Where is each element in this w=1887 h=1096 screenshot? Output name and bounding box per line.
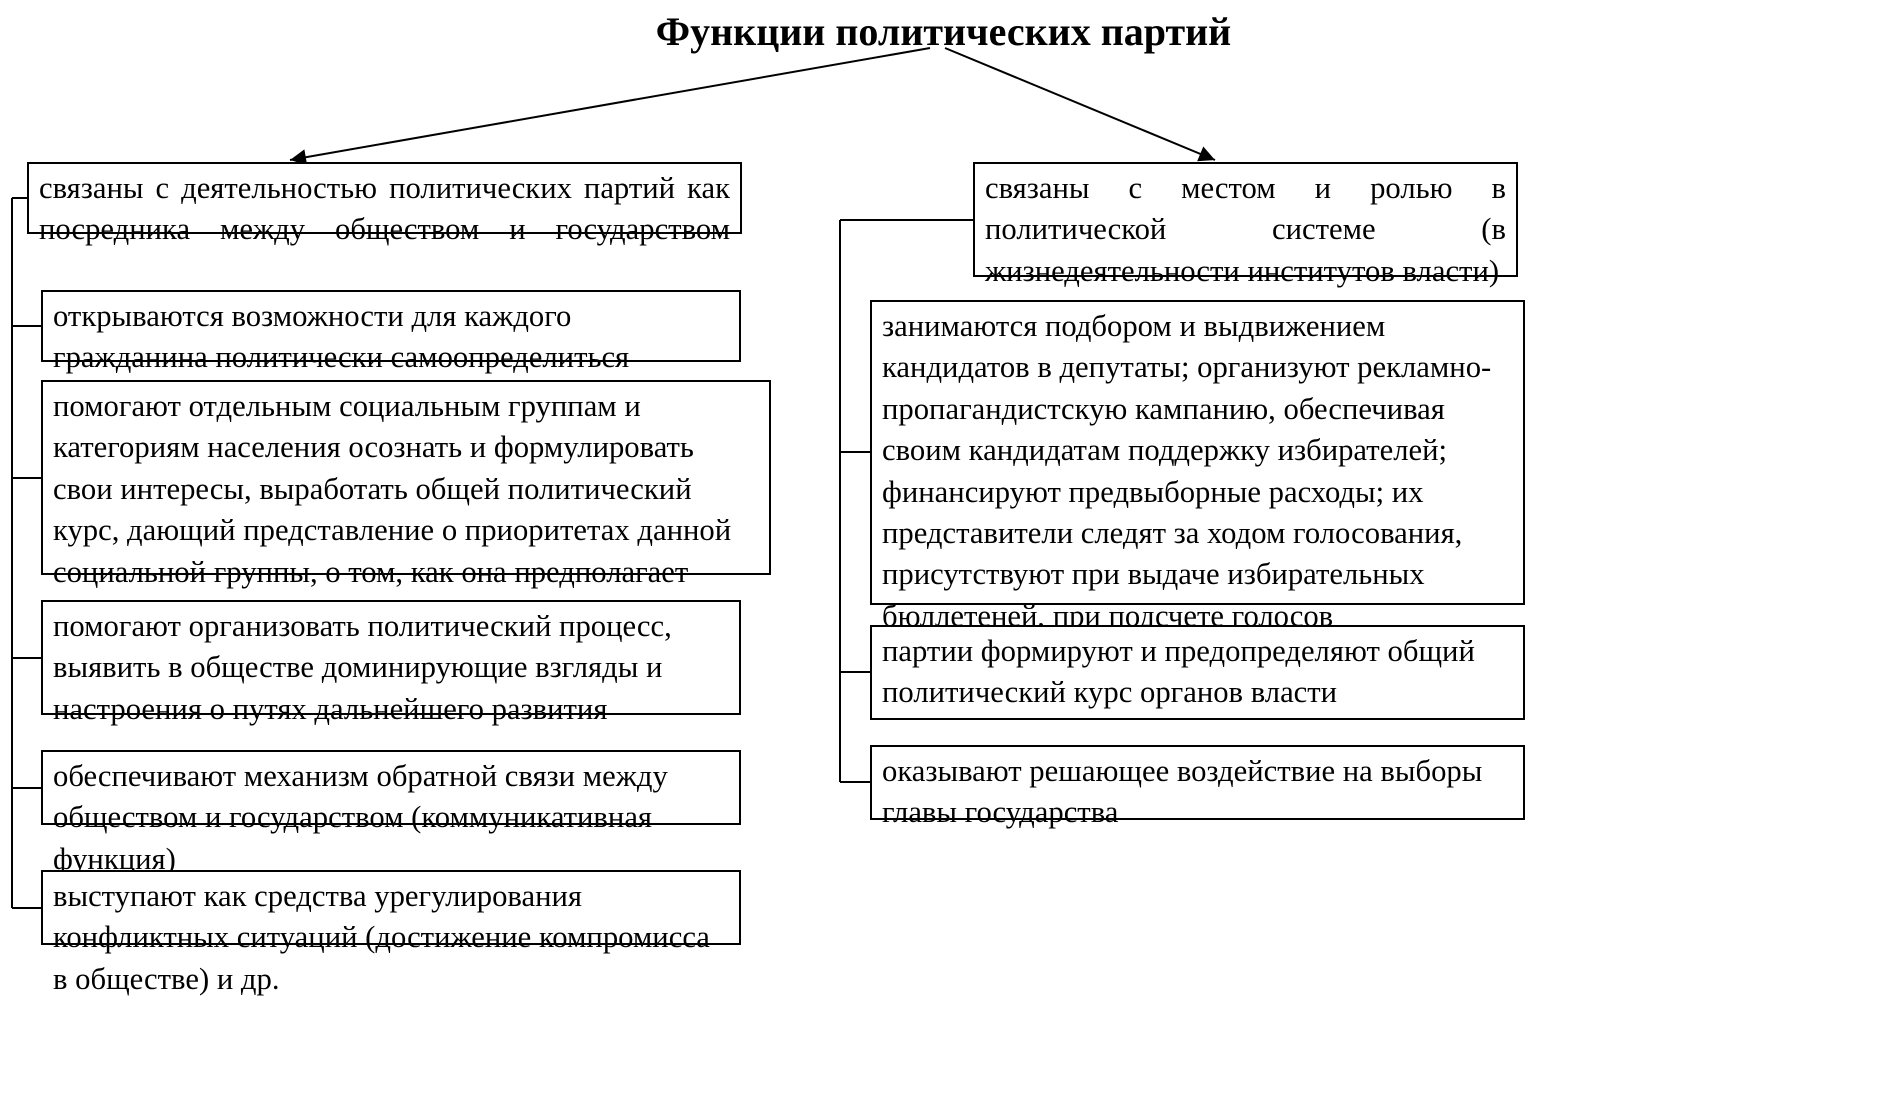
left-item-4-text: обеспечивают механизм обратной связи меж…	[53, 759, 668, 876]
diagram-canvas: Функции политических партий связаны с де…	[0, 0, 1887, 1096]
left-item-1-text: открываются возможности для каждого граж…	[53, 299, 629, 374]
left-item-5: выступают как средства урегулирования ко…	[41, 870, 741, 945]
right-header-line3: жизнедеятельности институтов власти)	[985, 251, 1506, 292]
right-item-2-text: партии формируют и предопределяют общий …	[882, 634, 1475, 709]
left-item-2-text: помогают отдельным социальным группам и …	[53, 389, 731, 630]
right-item-1-text: занимаются подбором и выдвижением кандид…	[882, 309, 1491, 633]
right-header-box: связаны с местом и ролью в политической …	[973, 162, 1518, 277]
right-item-3: оказывают решающее воздействие на выборы…	[870, 745, 1525, 820]
right-item-1: занимаются подбором и выдвижением кандид…	[870, 300, 1525, 605]
left-item-2: помогают отдельным социальным группам и …	[41, 380, 771, 575]
right-header-line1: связаны с местом и ролью в	[985, 168, 1506, 209]
left-item-5-text: выступают как средства урегулирования ко…	[53, 879, 710, 996]
diagram-title: Функции политических партий	[0, 8, 1887, 55]
right-header-line2: политической системе (в	[985, 209, 1506, 250]
left-header-box: связаны с деятельностью политических пар…	[27, 162, 742, 234]
left-item-3: помогают организовать политический проце…	[41, 600, 741, 715]
right-item-2: партии формируют и предопределяют общий …	[870, 625, 1525, 720]
left-header-text: связаны с деятельностью политических пар…	[39, 171, 730, 246]
right-item-3-text: оказывают решающее воздействие на выборы…	[882, 754, 1482, 829]
left-item-1: открываются возможности для каждого граж…	[41, 290, 741, 362]
left-item-4: обеспечивают механизм обратной связи меж…	[41, 750, 741, 825]
left-item-3-text: помогают организовать политический проце…	[53, 609, 672, 726]
